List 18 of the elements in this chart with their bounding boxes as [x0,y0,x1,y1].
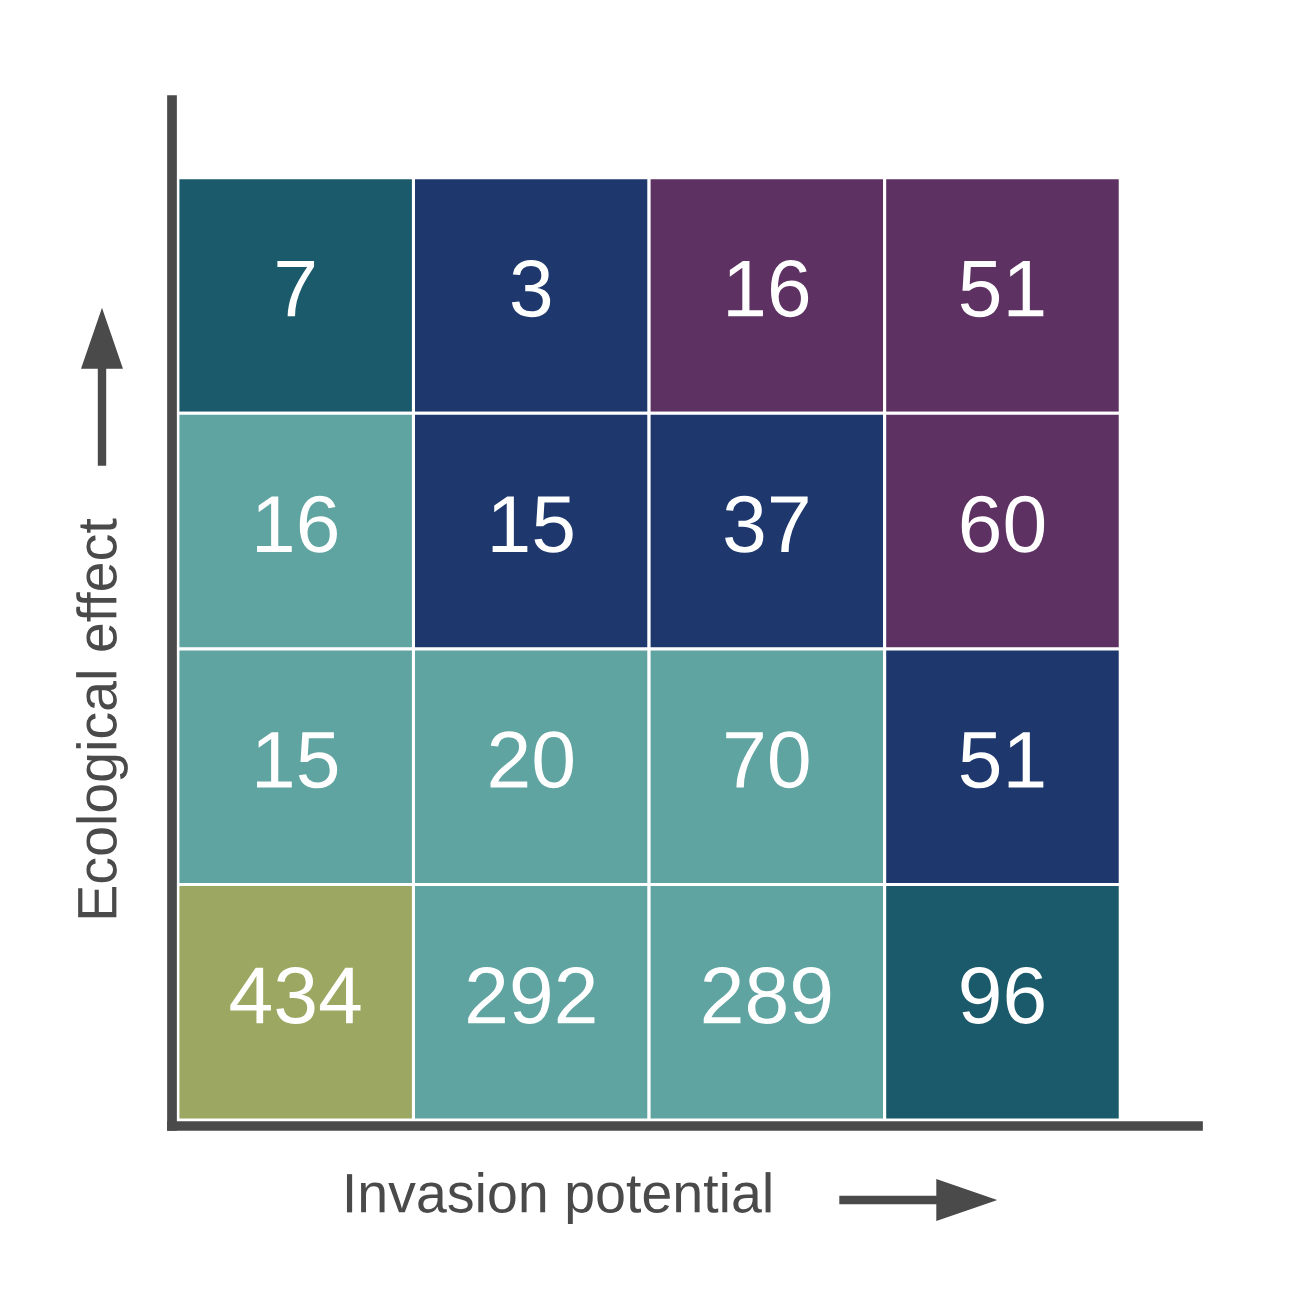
data-label: 292 [468,966,595,1024]
y-axis-title: Ecological effect [76,518,128,918]
data-label: 3 [511,260,551,318]
data-label: 60 [961,495,1045,553]
data-label: 15 [492,496,573,553]
data-label: 37 [725,495,808,553]
data-label: 16 [257,495,337,553]
data-label: 51 [960,732,1044,789]
x-axis-title: Invasion potential [346,1172,771,1224]
data-label: 15 [257,732,338,789]
data-label: 289 [703,966,831,1024]
data-label: 96 [961,966,1044,1024]
data-label: 7 [277,260,315,317]
data-label: 70 [726,731,809,789]
data-label: 51 [960,260,1044,318]
data-label: 20 [490,731,573,789]
data-label: 16 [728,260,809,318]
data-label: 434 [230,966,361,1024]
